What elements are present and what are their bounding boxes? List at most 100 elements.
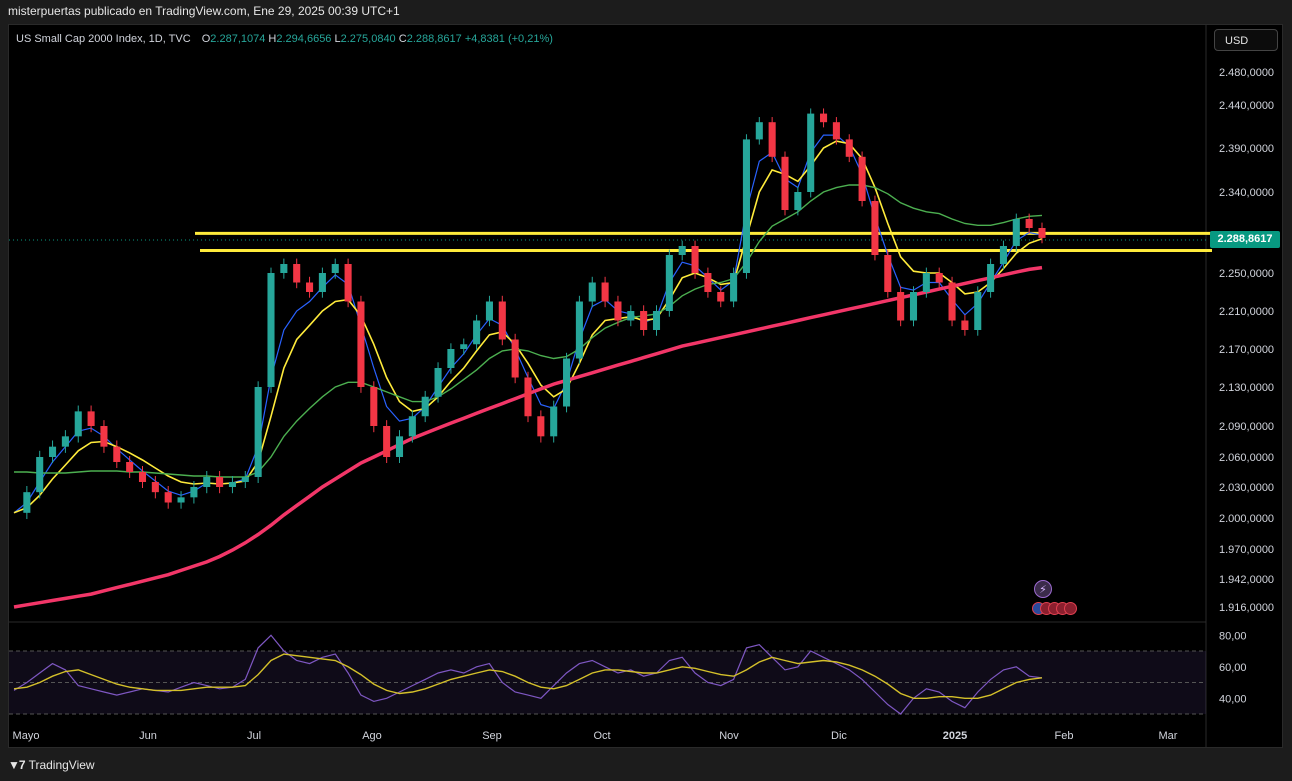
candle-body (922, 273, 930, 292)
candle-body (563, 358, 571, 407)
candle-body (858, 156, 866, 201)
price-tick-label: 2.440,0000 (1219, 100, 1274, 112)
candle-body (190, 487, 198, 498)
high-label: H (268, 33, 277, 45)
candle-body (460, 344, 468, 349)
candle-body (318, 273, 326, 292)
lightning-icon[interactable]: ⚡ (1034, 580, 1052, 598)
candle-body (357, 301, 365, 387)
candle-body (768, 122, 776, 157)
close-value: 2.288,8617 (406, 33, 462, 45)
candle-body (1025, 219, 1033, 228)
candle-body (485, 301, 493, 321)
candle-body (61, 436, 69, 447)
candle-body (974, 292, 982, 330)
footer-brand[interactable]: TradingView (28, 758, 95, 772)
candle-body (1038, 228, 1046, 238)
candle-body (228, 482, 236, 487)
time-tick-label: 2025 (943, 730, 967, 742)
currency-button[interactable]: USD (1214, 29, 1278, 51)
time-tick-label: Mayo (13, 730, 40, 742)
economic-events-icon[interactable] (1032, 602, 1077, 616)
candle-body (74, 411, 82, 437)
time-tick-label: Oct (593, 730, 610, 742)
high-value: 2.294,6656 (276, 33, 332, 45)
candle-body (742, 139, 750, 273)
footer: ▼7 TradingView (8, 758, 95, 772)
candle-body (832, 122, 840, 140)
candle-body (678, 246, 686, 255)
candle-body (293, 264, 301, 283)
price-tick-label: 2.170,0000 (1219, 344, 1274, 356)
price-tick-label: 2.210,0000 (1219, 306, 1274, 318)
candle-body (601, 282, 609, 302)
price-tick-label: 2.340,0000 (1219, 187, 1274, 199)
time-tick-label: Jun (139, 730, 157, 742)
candle-body (267, 273, 275, 387)
candle-body (447, 349, 455, 368)
candle-body (820, 113, 828, 123)
candle-body (935, 273, 943, 283)
candle-body (254, 387, 262, 477)
candle-body (498, 301, 506, 340)
candle-body (331, 264, 339, 273)
candle-body (306, 282, 314, 292)
price-tick-label: 2.000,0000 (1219, 513, 1274, 525)
time-tick-label: Sep (482, 730, 502, 742)
candle-body (614, 301, 622, 321)
candle-body (794, 192, 802, 210)
candle-body (897, 292, 905, 321)
candle-body (627, 311, 635, 321)
price-tick-label: 2.130,0000 (1219, 382, 1274, 394)
candle-body (383, 426, 391, 457)
ma-line-3 (14, 184, 1043, 478)
candle-body (961, 320, 969, 330)
time-tick-label: Jul (247, 730, 261, 742)
price-tick-label: 1.916,0000 (1219, 602, 1274, 614)
publish-caption: misterpuertas publicado en TradingView.c… (8, 4, 400, 18)
price-tick-label: 1.970,0000 (1219, 544, 1274, 556)
rsi-tick-label: 60,00 (1219, 662, 1247, 674)
chart-frame[interactable] (8, 24, 1283, 748)
candle-body (884, 255, 892, 292)
candle-body (550, 406, 558, 437)
event-marker-icon[interactable] (1064, 602, 1077, 615)
price-tick-label: 2.090,0000 (1219, 421, 1274, 433)
time-tick-label: Ago (362, 730, 382, 742)
candle-body (588, 282, 596, 302)
candle-body (241, 477, 249, 482)
candle-body (781, 156, 789, 210)
candle-body (909, 292, 918, 321)
open-value: 2.287,1074 (210, 33, 266, 45)
candle-body (999, 246, 1007, 264)
candle-body (100, 426, 108, 447)
ma-line-4 (13, 265, 1043, 609)
candle-body (434, 368, 442, 397)
candle-body (126, 462, 134, 472)
time-tick-label: Mar (1159, 730, 1178, 742)
candle-body (370, 387, 378, 426)
candle-body (987, 264, 995, 292)
candle-body (23, 492, 31, 513)
candle-body (665, 255, 673, 311)
candle-body (1012, 219, 1020, 246)
candle-body (537, 416, 545, 437)
price-tick-label: 2.030,0000 (1219, 482, 1274, 494)
ma-line-1 (13, 134, 1043, 514)
price-tick-label: 2.390,0000 (1219, 143, 1274, 155)
rsi-ma-line (13, 653, 1043, 699)
last-price-badge: 2.288,8617 (1210, 231, 1280, 248)
candle-body (36, 457, 44, 493)
tradingview-logo-icon[interactable]: ▼7 (8, 758, 26, 772)
candle-body (845, 139, 853, 157)
low-label: L (334, 33, 341, 45)
candle-body (652, 311, 661, 330)
close-label: C (398, 33, 407, 45)
candle-body (807, 113, 815, 192)
candle-body (203, 477, 211, 487)
open-label: O (201, 33, 211, 45)
time-tick-label: Dic (831, 730, 847, 742)
candle-body (177, 497, 185, 503)
time-tick-label: Feb (1055, 730, 1074, 742)
